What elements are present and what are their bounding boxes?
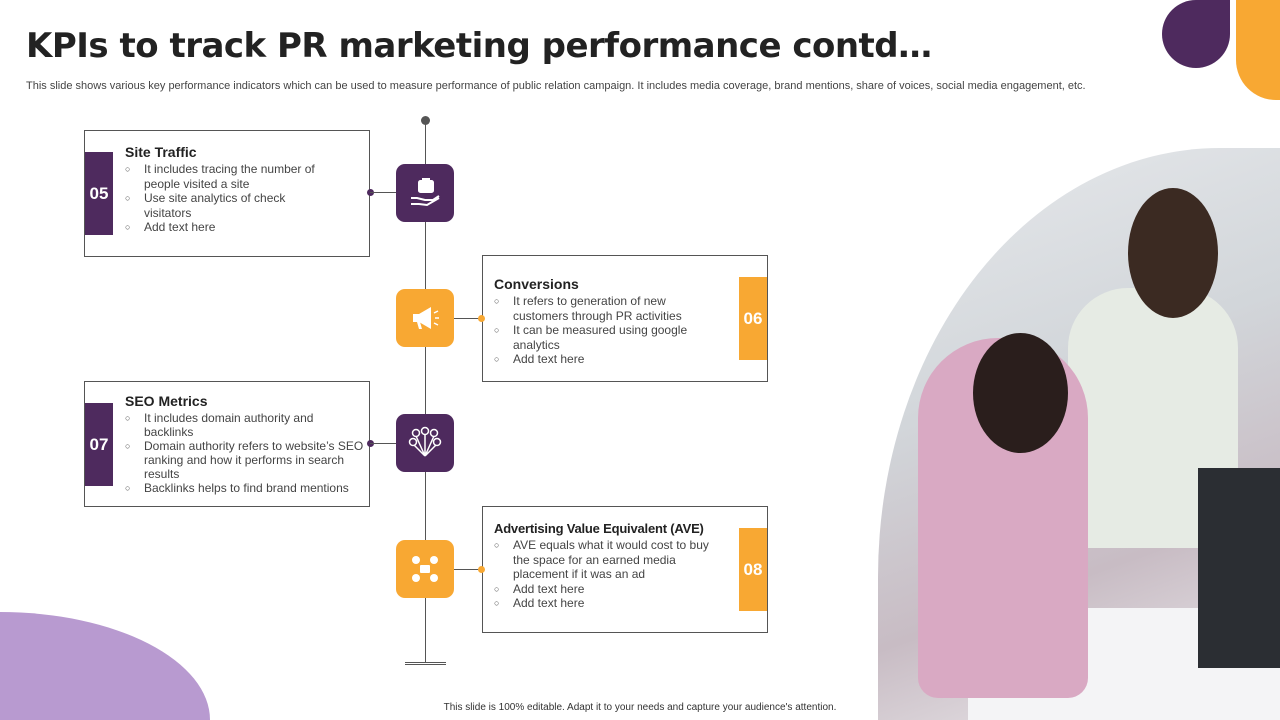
connector-dot bbox=[478, 566, 485, 573]
kpi-bullets: It includes domain authority and backlin… bbox=[125, 411, 365, 495]
kpi-number: 05 bbox=[85, 152, 113, 235]
kpi-heading: Site Traffic bbox=[125, 144, 197, 160]
bullet: Add text here bbox=[494, 582, 714, 597]
social-network-icon bbox=[396, 414, 454, 472]
kpi-number: 08 bbox=[739, 528, 767, 611]
kpi-bullets: It refers to generation of new customers… bbox=[494, 294, 694, 367]
timeline-base bbox=[405, 662, 446, 665]
page-subtitle: This slide shows various key performance… bbox=[26, 80, 1086, 92]
bullet: Domain authority refers to website’s SEO… bbox=[125, 439, 365, 481]
kpi-card-site-traffic: 05 Site Traffic It includes tracing the … bbox=[84, 130, 370, 257]
connector bbox=[370, 443, 396, 444]
bullet: AVE equals what it would cost to buy the… bbox=[494, 538, 714, 582]
timeline-line bbox=[425, 120, 426, 663]
bullet: It refers to generation of new customers… bbox=[494, 294, 694, 323]
kpi-bullets: AVE equals what it would cost to buy the… bbox=[494, 538, 714, 611]
bullet: Backlinks helps to find brand mentions bbox=[125, 481, 365, 495]
footer-note: This slide is 100% editable. Adapt it to… bbox=[443, 702, 837, 713]
bullet: Add text here bbox=[125, 220, 325, 235]
megaphone-icon bbox=[396, 289, 454, 347]
kpi-heading: Conversions bbox=[494, 276, 579, 292]
kpi-card-ave: 08 Advertising Value Equivalent (AVE) AV… bbox=[482, 506, 768, 633]
page-title: KPIs to track PR marketing performance c… bbox=[26, 26, 932, 66]
kpi-card-seo-metrics: 07 SEO Metrics It includes domain author… bbox=[84, 381, 370, 507]
timeline-start-dot bbox=[421, 116, 430, 125]
kpi-number: 07 bbox=[85, 403, 113, 486]
kpi-card-conversions: 06 Conversions It refers to generation o… bbox=[482, 255, 768, 382]
kpi-number: 06 bbox=[739, 277, 767, 360]
team-photo bbox=[878, 148, 1280, 720]
connector bbox=[454, 569, 482, 570]
kpi-bullets: It includes tracing the number of people… bbox=[125, 162, 325, 235]
hand-briefcase-icon bbox=[396, 164, 454, 222]
connector-dot bbox=[478, 315, 485, 322]
decor-purple-shape bbox=[1162, 0, 1230, 68]
kpi-heading: Advertising Value Equivalent (AVE) bbox=[494, 521, 704, 536]
bullet: It includes tracing the number of people… bbox=[125, 162, 325, 191]
connector bbox=[370, 192, 396, 193]
bullet: Add text here bbox=[494, 352, 694, 367]
bullet: Add text here bbox=[494, 596, 714, 611]
bullet: It includes domain authority and backlin… bbox=[125, 411, 365, 439]
bullet: Use site analytics of check visitators bbox=[125, 191, 325, 220]
connector bbox=[454, 318, 482, 319]
media-channels-icon bbox=[396, 540, 454, 598]
bullet: It can be measured using google analytic… bbox=[494, 323, 694, 352]
decor-orange-shape bbox=[1236, 0, 1280, 100]
kpi-heading: SEO Metrics bbox=[125, 393, 208, 409]
